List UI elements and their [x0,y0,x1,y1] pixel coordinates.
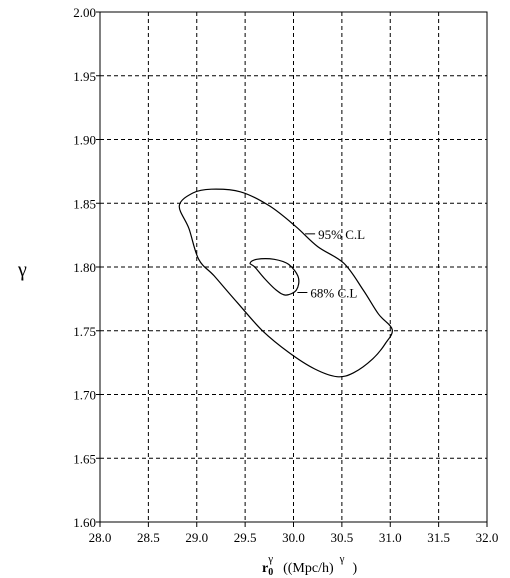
y-tick-label: 1.80 [73,260,96,275]
x-tick-label: 31.5 [427,530,450,545]
x-tick-label: 32.0 [476,530,499,545]
x-tick-label: 28.5 [137,530,160,545]
y-tick-label: 1.70 [73,388,96,403]
x-tick-label: 31.0 [379,530,402,545]
x-axis-label-subscript: 0 [268,567,273,578]
contour-label-95-c-l: 95% C.L [318,227,365,242]
x-axis-label-units-sup: γ [339,553,345,565]
y-tick-label: 1.90 [73,133,96,148]
y-tick-label: 1.75 [73,324,96,339]
x-axis-label-units: ((Mpc/h) [283,561,334,576]
x-axis-label-base: r [262,561,268,576]
x-axis-label-superscript: γ [267,553,273,565]
y-tick-label: 1.85 [73,196,96,211]
contour-95-c-l [178,188,393,378]
y-tick-label: 1.60 [73,515,96,530]
y-tick-label: 1.95 [73,69,96,84]
x-tick-label: 29.0 [185,530,208,545]
y-tick-label: 2.00 [73,5,96,20]
x-tick-label: 28.0 [89,530,112,545]
x-axis-label: r0 γ ((Mpc/h) γ) [262,553,358,578]
contour-68-c-l [249,258,300,296]
y-axis-label: γ [17,259,27,281]
x-tick-label: 30.0 [282,530,305,545]
y-tick-label: 1.65 [73,451,96,466]
x-axis-label-close: ) [353,561,358,576]
contour-label-68-c-l: 68% C.L [310,286,357,301]
x-tick-label: 29.5 [234,530,257,545]
x-tick-label: 30.5 [331,530,354,545]
